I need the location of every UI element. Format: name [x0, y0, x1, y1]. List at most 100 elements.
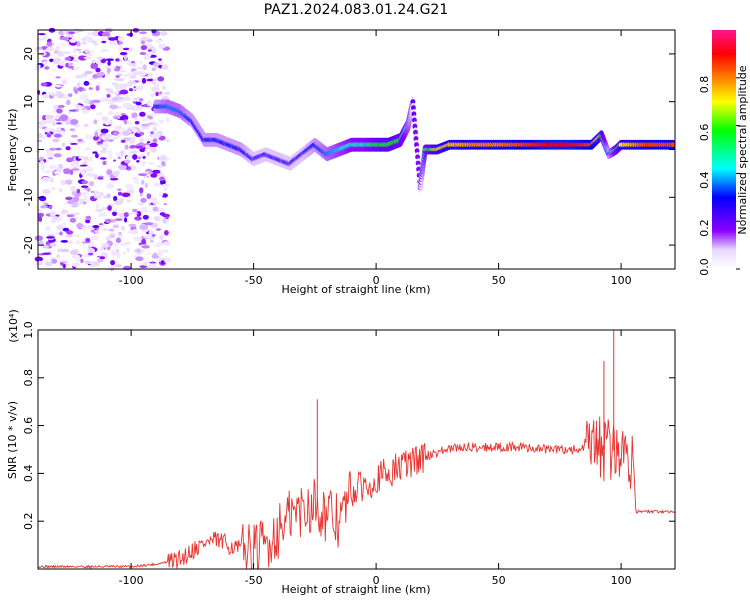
spectrogram-noise-cell [81, 37, 87, 42]
spectrogram-noise-cell [122, 137, 131, 141]
spectrogram-noise-cell [67, 65, 74, 69]
spectrogram-noise-cell [114, 77, 123, 82]
spectrogram-noise-cell [149, 142, 158, 148]
spectrogram-noise-cell [139, 60, 143, 66]
spectrogram-noise-cell [74, 89, 78, 94]
spectrogram-noise-cell [159, 212, 166, 216]
spectrogram-noise-cell [128, 223, 137, 227]
colorbar-tick-label: 0.8 [698, 76, 711, 94]
spectrogram-noise-cell [83, 196, 90, 203]
spectrogram-noise-cell [160, 260, 165, 265]
spectrogram-noise-cell [47, 91, 55, 96]
spectrogram-noise-cell [157, 249, 167, 254]
spectrogram-noise-cell [59, 114, 69, 120]
spectrogram-noise-cell [152, 201, 160, 205]
spectrogram-noise-cell [115, 58, 120, 62]
spectrogram-noise-cell [129, 88, 133, 92]
spectrogram-noise-cell [77, 138, 83, 142]
spectrogram-noise-cell [59, 130, 66, 136]
spectrogram-noise-cell [61, 79, 68, 85]
spectrogram-noise-cell [104, 120, 111, 126]
spectrogram-noise-cell [52, 123, 56, 126]
spectrogram-noise-cell [85, 215, 92, 220]
spectrogram-noise-cell [133, 180, 139, 185]
spectrogram-noise-cell [42, 115, 47, 121]
spectrogram-noise-cell [95, 153, 99, 159]
spectrogram-noise-cell [101, 32, 111, 37]
spectrogram-noise-cell [138, 156, 141, 160]
spectrogram-noise-cell [113, 242, 118, 248]
spectrogram-noise-cell [151, 92, 156, 97]
spectrogram-noise-cell [81, 180, 88, 185]
spectrogram-noise-cell [111, 96, 119, 102]
spectrogram-noise-cell [130, 128, 139, 131]
spectrogram-noise-cell [95, 72, 105, 77]
spectrogram-xlabel: Height of straight line (km) [281, 283, 430, 296]
snr-ytick-label: 0.2 [22, 512, 35, 530]
spectrogram-noise-cell [149, 197, 158, 202]
spectrogram-noise-cell [134, 216, 142, 221]
spectrogram-noise-cell [152, 252, 158, 255]
spectrogram-noise-cell [82, 97, 87, 103]
spectrogram-noise-cell [91, 40, 97, 44]
spectrogram-noise-cell [69, 54, 77, 57]
spectrogram-noise-cell [164, 230, 169, 236]
snr-scale-note: (x10⁴) [7, 309, 20, 343]
spectrogram-noise-cell [98, 175, 104, 178]
spectrogram-noise-cell [84, 70, 93, 75]
spectrogram-noise-cell [71, 168, 80, 171]
spectrogram-noise-cell [141, 77, 147, 84]
spectrogram-noise-cell [49, 242, 57, 247]
spectrogram-ytick-label: 10 [22, 95, 35, 109]
snr-frame [37, 329, 676, 570]
spectrogram-noise-cell [97, 77, 103, 79]
spectrogram-noise-cell [150, 147, 157, 153]
spectrogram-noise-cell [77, 105, 84, 111]
spectrogram-noise-cell [136, 211, 142, 217]
spectrogram-noise-cell [66, 214, 75, 218]
spectrogram-noise-cell [72, 67, 80, 70]
spectrogram-noise-cell [131, 105, 140, 111]
spectrogram-noise-cell [114, 264, 123, 268]
spectrogram-noise-cell [107, 193, 111, 198]
spectrogram-noise-cell [125, 155, 131, 161]
spectrogram-noise-cell [106, 169, 113, 175]
spectrogram-noise-cell [134, 71, 143, 75]
spectrogram-noise-cell [111, 250, 118, 257]
spectrogram-noise-cell [100, 143, 109, 149]
spectrogram-noise-cell [62, 263, 66, 269]
spectrogram-ridge-cell [410, 99, 416, 105]
spectrogram-noise-cell [71, 254, 80, 260]
spectrogram-noise-cell [118, 45, 123, 52]
spectrogram-noise-cell [41, 176, 51, 182]
spectrogram-noise-cell [69, 250, 79, 256]
spectrogram-noise-cell [53, 133, 63, 138]
spectrogram-noise-cell [112, 211, 117, 217]
spectrogram-noise-cell [71, 212, 80, 216]
spectrogram-noise-cell [140, 154, 145, 157]
spectrogram-noise-cell [65, 234, 74, 238]
spectrogram-noise-cell [141, 123, 150, 127]
spectrogram-noise-cell [34, 256, 43, 262]
snr-ytick-label: 0.8 [22, 369, 35, 387]
spectrogram-noise-cell [108, 37, 117, 41]
spectrogram-ridge-cell [670, 142, 676, 148]
spectrogram-noise-cell [36, 260, 43, 265]
snr-xtick-label: -50 [245, 574, 263, 587]
spectrogram-noise-cell [87, 247, 95, 254]
spectrogram-noise-cell [118, 41, 123, 45]
spectrogram-noise-cell [139, 52, 147, 55]
spectrogram-noise-cell [55, 168, 64, 171]
spectrogram-noise-cell [46, 236, 55, 239]
spectrogram-noise-cell [151, 112, 156, 117]
spectrogram-noise-cell [159, 91, 163, 95]
spectrogram-noise-cell [141, 40, 146, 45]
spectrogram-noise-cell [78, 55, 87, 61]
spectrogram-noise-cell [150, 240, 154, 243]
spectrogram-noise-cell [71, 190, 77, 196]
spectrogram-noise-cell [70, 161, 79, 168]
spectrogram-noise-cell [68, 93, 73, 97]
snr-xlabel: Height of straight line (km) [281, 583, 430, 596]
spectrogram-noise-cell [121, 192, 131, 198]
spectrogram-noise-cell [151, 133, 161, 139]
